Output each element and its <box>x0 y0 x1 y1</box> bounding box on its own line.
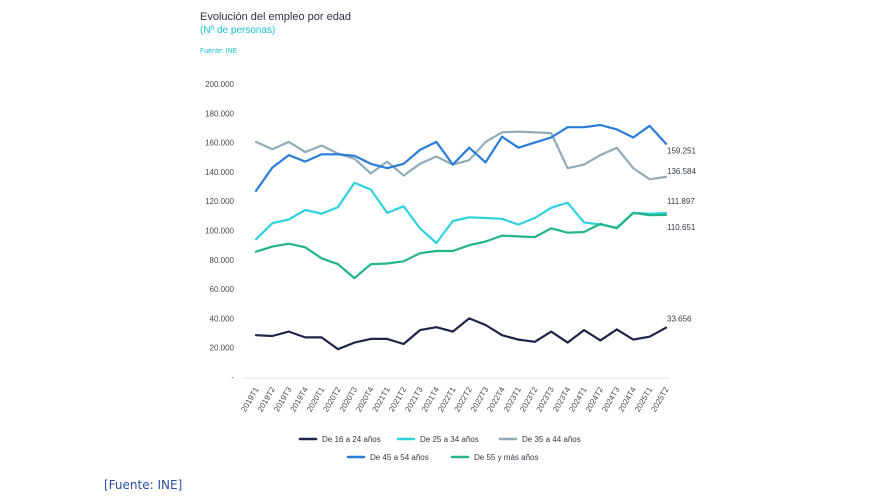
legend-label: De 25 a 34 años <box>420 435 479 444</box>
y-tick-label: 80.000 <box>210 256 235 265</box>
legend-label: De 16 a 24 años <box>322 435 381 444</box>
y-tick-label: 100.000 <box>205 227 234 236</box>
series-line <box>254 317 668 351</box>
legend-label: De 35 a 44 años <box>522 435 581 444</box>
y-tick-label: 200.000 <box>205 80 234 89</box>
chart-source: Fuente: INE <box>200 48 238 55</box>
series-line <box>254 123 668 192</box>
data-label: 111.897 <box>667 197 695 206</box>
y-tick-label: 160.000 <box>205 139 234 148</box>
line-chart: - 20.000 40.000 60.000 80.000 100.000 120.000 1… <box>205 80 696 462</box>
y-tick-label: 120.000 <box>205 197 234 206</box>
series-line <box>254 130 668 181</box>
data-label: 110.651 <box>667 223 696 232</box>
chart-title: Evolución del empleo por edad <box>200 11 352 23</box>
y-tick-label: 40.000 <box>210 314 235 323</box>
y-tick-label: 20.000 <box>210 344 235 353</box>
legend-label: De 45 a 54 años <box>370 453 429 462</box>
series-line <box>254 211 668 280</box>
y-tick-label: - <box>231 373 234 382</box>
y-tick-label: 60.000 <box>210 285 235 294</box>
data-label: 33.656 <box>667 315 692 324</box>
data-label: 136.584 <box>667 167 696 176</box>
y-tick-label: 140.000 <box>205 168 234 177</box>
series-line <box>254 181 668 245</box>
y-tick-label: 180.000 <box>205 109 234 118</box>
legend-label: De 55 y más años <box>474 453 538 462</box>
chart-subtitle: (Nº de personas) <box>200 25 276 36</box>
footer-source: [Fuente: INE] <box>104 478 183 492</box>
data-label: 159.251 <box>667 147 696 156</box>
